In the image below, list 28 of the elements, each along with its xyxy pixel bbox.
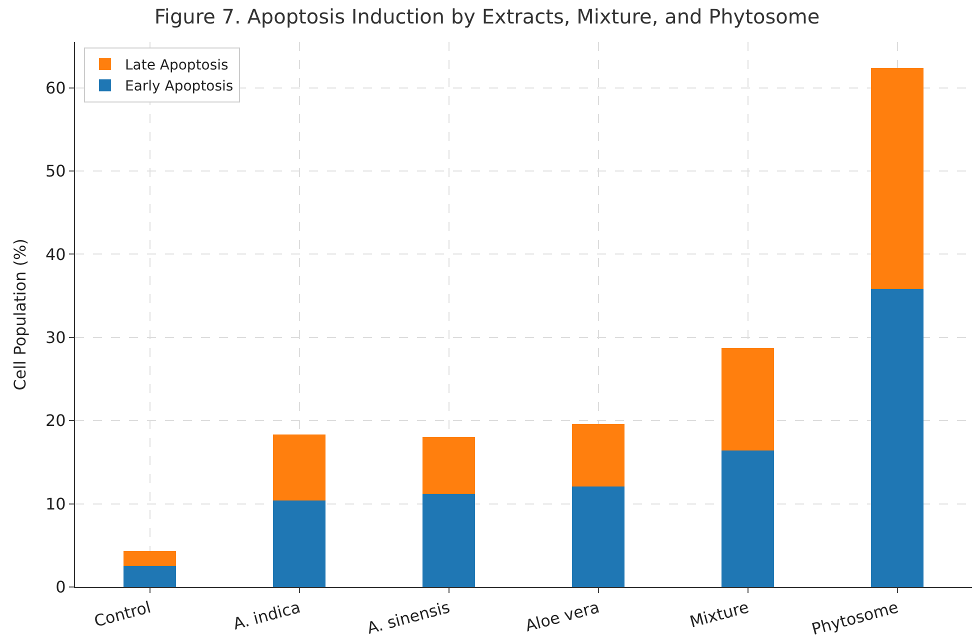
y-tick-label: 0: [56, 578, 66, 597]
y-axis-title: Cell Population (%): [10, 238, 30, 390]
bar: [273, 434, 326, 500]
x-tick-label: A. indica: [231, 597, 302, 634]
bar: [273, 500, 326, 587]
bar: [871, 68, 924, 290]
y-tick-label: 50: [45, 162, 66, 181]
bar: [722, 450, 774, 587]
bar: [422, 494, 475, 587]
bar: [422, 437, 475, 494]
x-tick-label: A. sinensis: [364, 597, 452, 638]
x-tick-label: Aloe vera: [523, 597, 602, 636]
y-tick-label: 30: [45, 328, 66, 347]
bar: [572, 424, 624, 486]
legend-label: Early Apoptosis: [124, 78, 234, 95]
bar: [124, 551, 176, 566]
x-tick-label: Control: [92, 597, 153, 631]
x-tick-label: Mixture: [688, 597, 751, 632]
bar: [572, 486, 624, 587]
y-tick-label: 20: [45, 411, 66, 430]
bar: [124, 566, 176, 587]
bar: [871, 289, 924, 587]
bar: [722, 348, 774, 451]
legend-label: Late Apoptosis: [124, 58, 228, 74]
chart-title: Figure 7. Apoptosis Induction by Extracts, Mixture, and Phytosome: [154, 4, 820, 29]
y-tick-label: 60: [45, 78, 66, 98]
y-tick-label: 10: [45, 494, 66, 514]
y-tick-label: 40: [45, 244, 66, 264]
